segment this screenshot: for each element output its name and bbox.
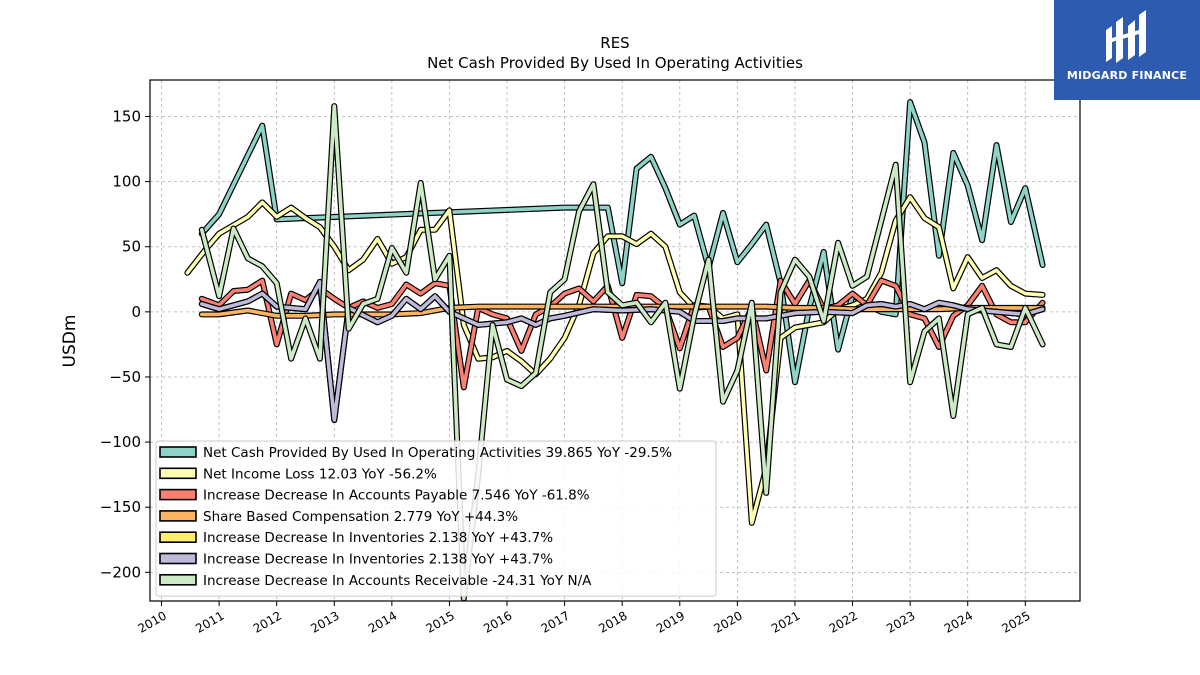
x-tick-label: 2014 [366,608,399,635]
x-tick-label: 2016 [481,608,514,635]
y-tick-label: −100 [100,433,141,451]
x-tick-label: 2020 [711,608,744,635]
legend-label: Increase Decrease In Accounts Payable 7.… [203,488,590,504]
x-tick-label: 2022 [827,608,860,635]
legend: Net Cash Provided By Used In Operating A… [155,440,717,597]
y-tick-label: −150 [100,498,141,516]
x-tick-label: 2012 [251,608,284,635]
legend-box [155,440,717,597]
x-tick-label: 2019 [654,608,687,635]
legend-swatch [159,552,197,565]
legend-swatch [159,467,197,480]
legend-swatch [159,573,197,586]
series-line [200,104,1045,601]
legend-label: Increase Decrease In Inventories 2.138 Y… [203,552,553,568]
brand-mark-icon [1106,10,1146,63]
legend-label: Net Cash Provided By Used In Operating A… [203,445,672,461]
legend-swatch [159,488,197,501]
chart-subtitle: Net Cash Provided By Used In Operating A… [427,54,803,72]
legend-label: Increase Decrease In Inventories 2.138 Y… [203,530,553,546]
x-tick-label: 2011 [193,608,226,635]
legend-label: Share Based Compensation 2.779 YoY +44.3… [203,509,518,525]
plot-frame [149,79,1081,602]
brand-logo: MIDGARD FINANCE [1054,0,1200,100]
y-tick-label: 50 [122,238,141,256]
legend-label: Increase Decrease In Accounts Receivable… [203,573,592,589]
x-tick-label: 2025 [999,608,1032,635]
x-tick-label: 2013 [308,608,341,635]
brand-name: MIDGARD FINANCE [1066,69,1188,82]
x-tick-label: 2017 [539,608,572,635]
x-tick-label: 2023 [884,608,917,635]
series-lines [184,99,1046,602]
y-axis-label: USDm [60,315,80,368]
x-tick-label: 2010 [136,608,169,635]
legend-label: Net Income Loss 12.03 YoY -56.2% [203,466,437,482]
y-tick-label: 150 [112,107,141,125]
legend-swatch [159,510,197,522]
x-tick-label: 2021 [769,608,802,635]
y-tick-label: 100 [112,173,141,191]
x-tick-label: 2018 [596,608,629,635]
x-tick-label: 2024 [942,608,975,635]
y-tick-label: 0 [131,303,141,321]
legend-swatch [159,446,197,458]
y-tick-label: −50 [109,368,141,386]
chart-title: RES [600,34,629,52]
series-line [200,278,1045,390]
legend-swatch [159,531,197,544]
x-tick-label: 2015 [423,608,456,635]
y-tick-label: −200 [100,563,141,581]
